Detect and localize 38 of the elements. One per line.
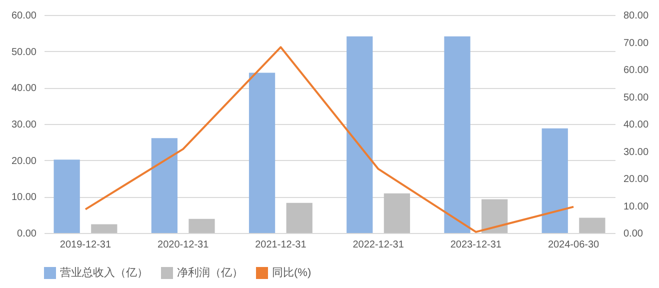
y-tick-label: 30.00 <box>11 120 37 130</box>
bar <box>482 199 508 233</box>
x-tick-label: 2021-12-31 <box>255 240 307 250</box>
y2-tick-label: 70.00 <box>624 38 649 49</box>
x-tick-label: 2019-12-31 <box>60 240 112 250</box>
y2-tick-label: 20.00 <box>624 174 649 185</box>
y2-tick-label: 30.00 <box>624 146 649 158</box>
bar <box>542 128 568 233</box>
bar <box>54 160 80 233</box>
y2-tick-label: 40.00 <box>624 120 649 130</box>
bar <box>384 193 410 233</box>
bar <box>91 224 118 233</box>
y2-tick-label: 10.00 <box>624 201 649 212</box>
legend-label: 营业总收入（亿） <box>60 266 148 279</box>
x-tick-label: 2023-12-31 <box>450 240 502 250</box>
y-tick-label: 0.00 <box>17 228 37 240</box>
bar <box>286 202 312 233</box>
line-series <box>84 46 575 233</box>
y-tick-label: 50.00 <box>11 46 37 58</box>
y-tick-label: 20.00 <box>11 156 37 167</box>
legend-label: 净利润（亿） <box>177 266 243 279</box>
y-tick-label: 60.00 <box>11 10 37 22</box>
x-tick-label: 2022-12-31 <box>352 240 404 250</box>
y-tick-label: 10.00 <box>11 192 37 204</box>
x-tick-label: 2020-12-31 <box>158 240 210 250</box>
legend-label: 同比(%) <box>272 266 312 279</box>
bar <box>579 218 606 233</box>
bar <box>444 36 470 233</box>
y2-tick-label: 0.00 <box>624 228 644 240</box>
bar <box>346 36 373 233</box>
bar <box>188 218 215 233</box>
bar <box>248 72 276 233</box>
bar <box>151 138 178 233</box>
y2-tick-label: 80.00 <box>624 10 649 22</box>
x-tick-label: 2024-06-30 <box>548 240 600 250</box>
y2-tick-label: 50.00 <box>624 92 649 104</box>
y-tick-label: 40.00 <box>11 83 37 94</box>
y2-tick-label: 60.00 <box>624 65 649 76</box>
